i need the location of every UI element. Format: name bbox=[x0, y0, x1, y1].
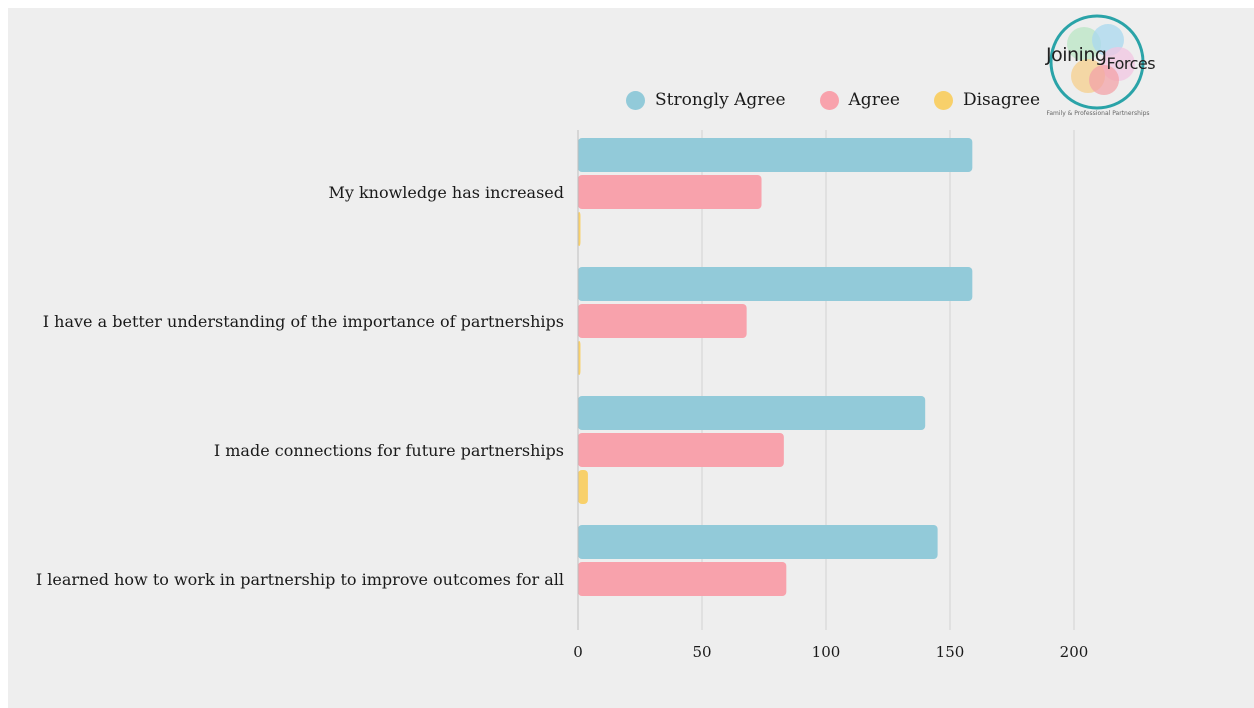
legend-swatch-strongly-agree bbox=[626, 90, 645, 110]
category-label-1: I have a better understanding of the imp… bbox=[43, 312, 564, 331]
bar-disagree-0 bbox=[578, 212, 581, 246]
legend: Strongly Agree Agree Disagree bbox=[626, 90, 1040, 110]
bar-agree-2 bbox=[578, 433, 784, 467]
bar-agree-0 bbox=[578, 175, 762, 209]
bar-disagree-2 bbox=[578, 470, 588, 504]
logo-word-joining: Joining bbox=[1046, 44, 1107, 66]
category-label-2: I made connections for future partnershi… bbox=[214, 441, 564, 460]
logo-word-forces: Forces bbox=[1106, 54, 1156, 73]
x-tick-label-0: 0 bbox=[573, 643, 583, 661]
bar-strongly-agree-1 bbox=[578, 267, 973, 301]
category-label-3: I learned how to work in partnership to … bbox=[36, 570, 564, 589]
logo-wordmark: JoiningForces bbox=[1046, 44, 1156, 73]
x-tick-label-200: 200 bbox=[1060, 643, 1089, 661]
x-tick-label-100: 100 bbox=[812, 643, 841, 661]
logo-tagline: Family & Professional Partnerships bbox=[1046, 110, 1150, 117]
legend-label-agree: Agree bbox=[848, 90, 900, 110]
bar-strongly-agree-0 bbox=[578, 138, 973, 172]
bar-agree-3 bbox=[578, 562, 787, 596]
legend-swatch-disagree bbox=[933, 90, 953, 110]
x-tick-label-150: 150 bbox=[936, 643, 965, 661]
bar-agree-1 bbox=[578, 304, 747, 338]
legend-swatch-agree bbox=[819, 90, 839, 110]
bar-disagree-1 bbox=[578, 341, 581, 375]
category-label-0: My knowledge has increased bbox=[328, 183, 564, 202]
bar-strongly-agree-3 bbox=[578, 525, 938, 559]
legend-item-agree: Agree bbox=[819, 90, 900, 110]
legend-label-strongly-agree: Strongly Agree bbox=[655, 90, 786, 110]
legend-item-disagree: Disagree bbox=[933, 90, 1041, 110]
logo-emblem bbox=[1049, 14, 1145, 110]
bar-strongly-agree-2 bbox=[578, 396, 926, 430]
legend-item-strongly-agree: Strongly Agree bbox=[626, 90, 786, 110]
legend-label-disagree: Disagree bbox=[962, 90, 1041, 110]
x-tick-label-50: 50 bbox=[692, 643, 711, 661]
